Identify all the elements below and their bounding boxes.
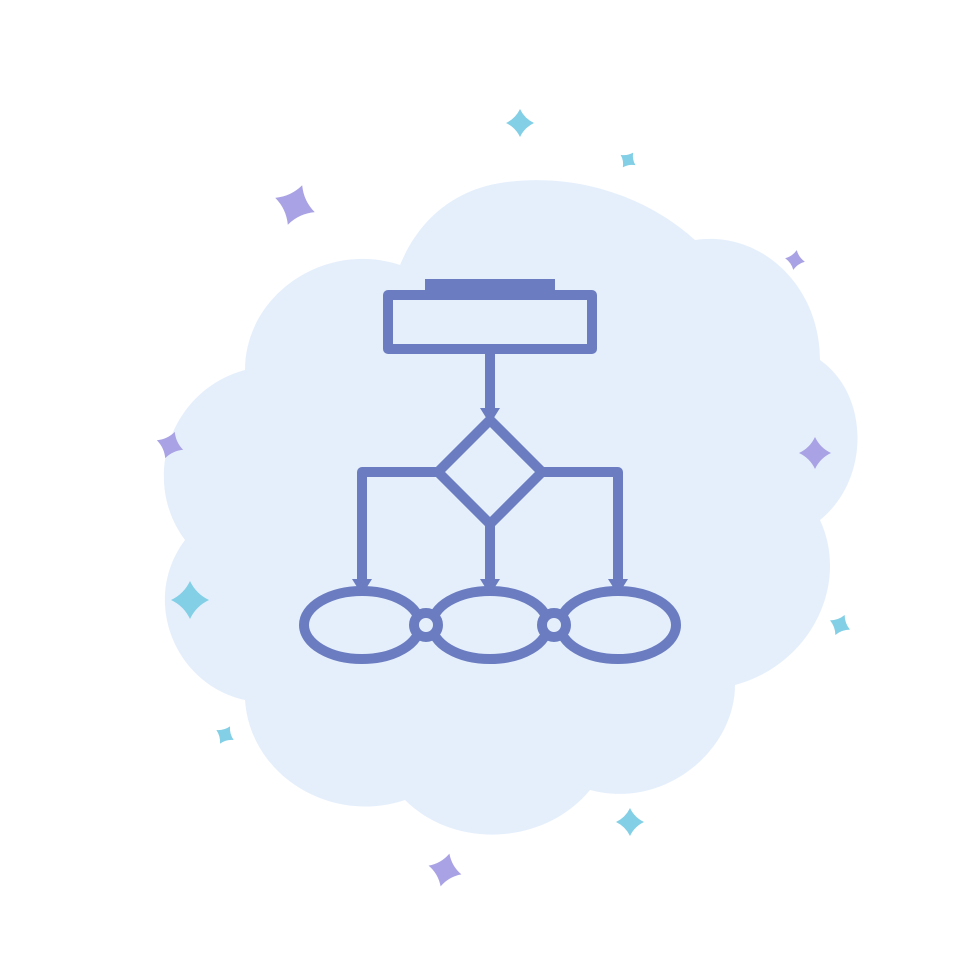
terminal-link-1 [542,613,566,637]
sparkle-icon-8 [211,721,238,748]
terminal-node-2 [560,591,676,659]
icon-illustration [0,0,980,980]
sparkle-icon-5 [825,610,854,639]
terminal-node-0 [304,591,420,659]
sparkle-icon-7 [424,849,466,891]
sparkle-icon-6 [616,808,644,836]
sparkle-icon-3 [783,248,806,271]
sparkle-icon-2 [615,147,640,172]
terminal-link-0 [414,613,438,637]
sparkle-icon-1 [506,109,534,137]
process-node [388,295,592,349]
terminal-node-1 [432,591,548,659]
sparkle-icon-0 [268,178,322,232]
flowchart-icon [0,0,980,980]
